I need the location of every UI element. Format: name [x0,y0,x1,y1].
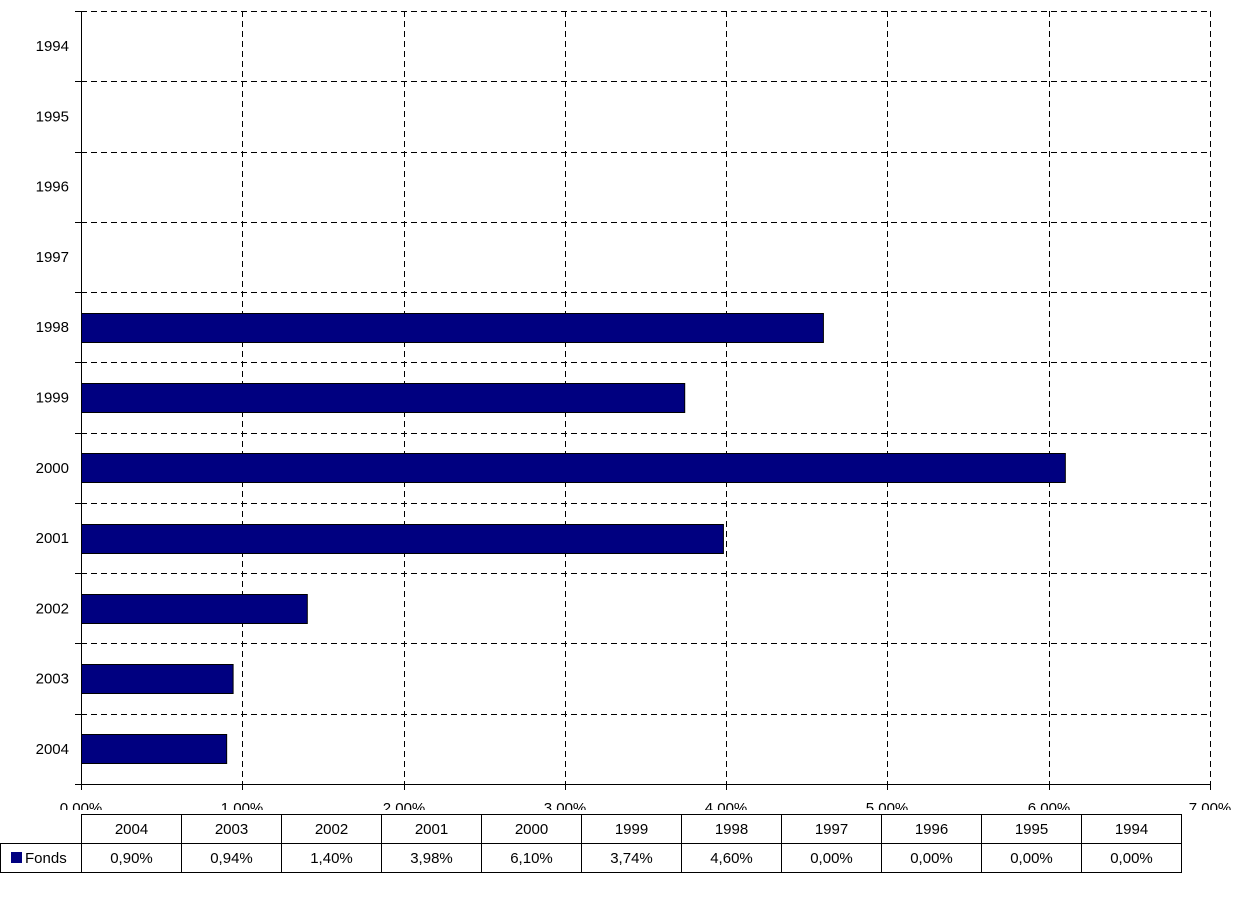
legend-key-icon [11,852,22,864]
bar-chart: 0,00% 1,00% 2,00% 3,00% 4,00% 5,00% 6,00% 7,00%… [36,11,1232,810]
table-header-cell: 1994 [1081,814,1182,844]
table-header-cell: 2004 [81,814,182,844]
series-label: Fonds [25,849,67,867]
table-value-cell: 3,98% [381,843,482,873]
table-header-cell: 1996 [881,814,982,844]
x-tick-label: 5,00% [866,800,909,810]
bar-2000 [81,453,1066,483]
bar-1998 [81,313,824,343]
data-table: 2004 2003 2002 2001 2000 1999 1998 1997 1996 1995… [0,814,1182,873]
x-tick-label: 7,00% [1189,800,1232,810]
y-category-label: 1996 [36,179,69,196]
legend-entry-fonds: Fonds [0,843,82,873]
table-header-cell: 1997 [781,814,882,844]
y-category-label: 1995 [36,108,69,125]
table-header-cell: 1995 [981,814,1082,844]
table-value-cell: 0,00% [781,843,882,873]
data-table-corner [1,815,82,844]
y-category-label: 1999 [36,390,69,407]
y-category-label: 1994 [36,38,69,55]
table-value-cell: 3,74% [581,843,682,873]
bar-2002 [81,594,308,624]
table-header-cell: 2002 [281,814,382,844]
table-header-cell: 2000 [481,814,582,844]
table-value-cell: 0,00% [881,843,982,873]
x-tick-label: 3,00% [544,800,587,810]
table-value-cell: 0,90% [81,843,182,873]
table-value-cell: 0,00% [1081,843,1182,873]
y-category-label: 1997 [36,249,69,266]
x-tick-label: 1,00% [221,800,264,810]
y-category-label: 2003 [36,671,69,688]
data-table-header-row: 2004 2003 2002 2001 2000 1999 1998 1997 1996 1995… [1,814,1182,844]
x-tick-label: 6,00% [1028,800,1071,810]
bar-2004 [81,734,228,764]
y-category-label: 2000 [36,460,69,477]
table-value-cell: 4,60% [681,843,782,873]
table-header-cell: 2001 [381,814,482,844]
table-value-cell: 1,40% [281,843,382,873]
bar-1999 [81,383,686,413]
bar-2003 [81,664,234,694]
bars [81,313,1066,764]
table-value-cell: 0,00% [981,843,1082,873]
data-table-row: Fonds 0,90% 0,94% 1,40% 3,98% 6,10% 3,74% 4,60… [0,843,1182,873]
tick-labels: 0,00% 1,00% 2,00% 3,00% 4,00% 5,00% 6,00% 7,00%… [36,38,1232,810]
bar-2001 [81,524,724,554]
y-category-label: 2002 [36,600,69,617]
y-category-label: 2001 [36,530,69,547]
y-category-label: 1998 [36,319,69,336]
grid-lines [81,11,1211,784]
table-header-cell: 2003 [181,814,282,844]
axes [75,11,1211,790]
x-tick-label: 2,00% [383,800,426,810]
table-value-cell: 0,94% [181,843,282,873]
table-header-cell: 1998 [681,814,782,844]
y-category-label: 2004 [36,741,69,758]
table-header-cell: 1999 [581,814,682,844]
table-value-cell: 6,10% [481,843,582,873]
x-tick-label: 4,00% [705,800,748,810]
x-tick-label: 0,00% [60,800,103,810]
